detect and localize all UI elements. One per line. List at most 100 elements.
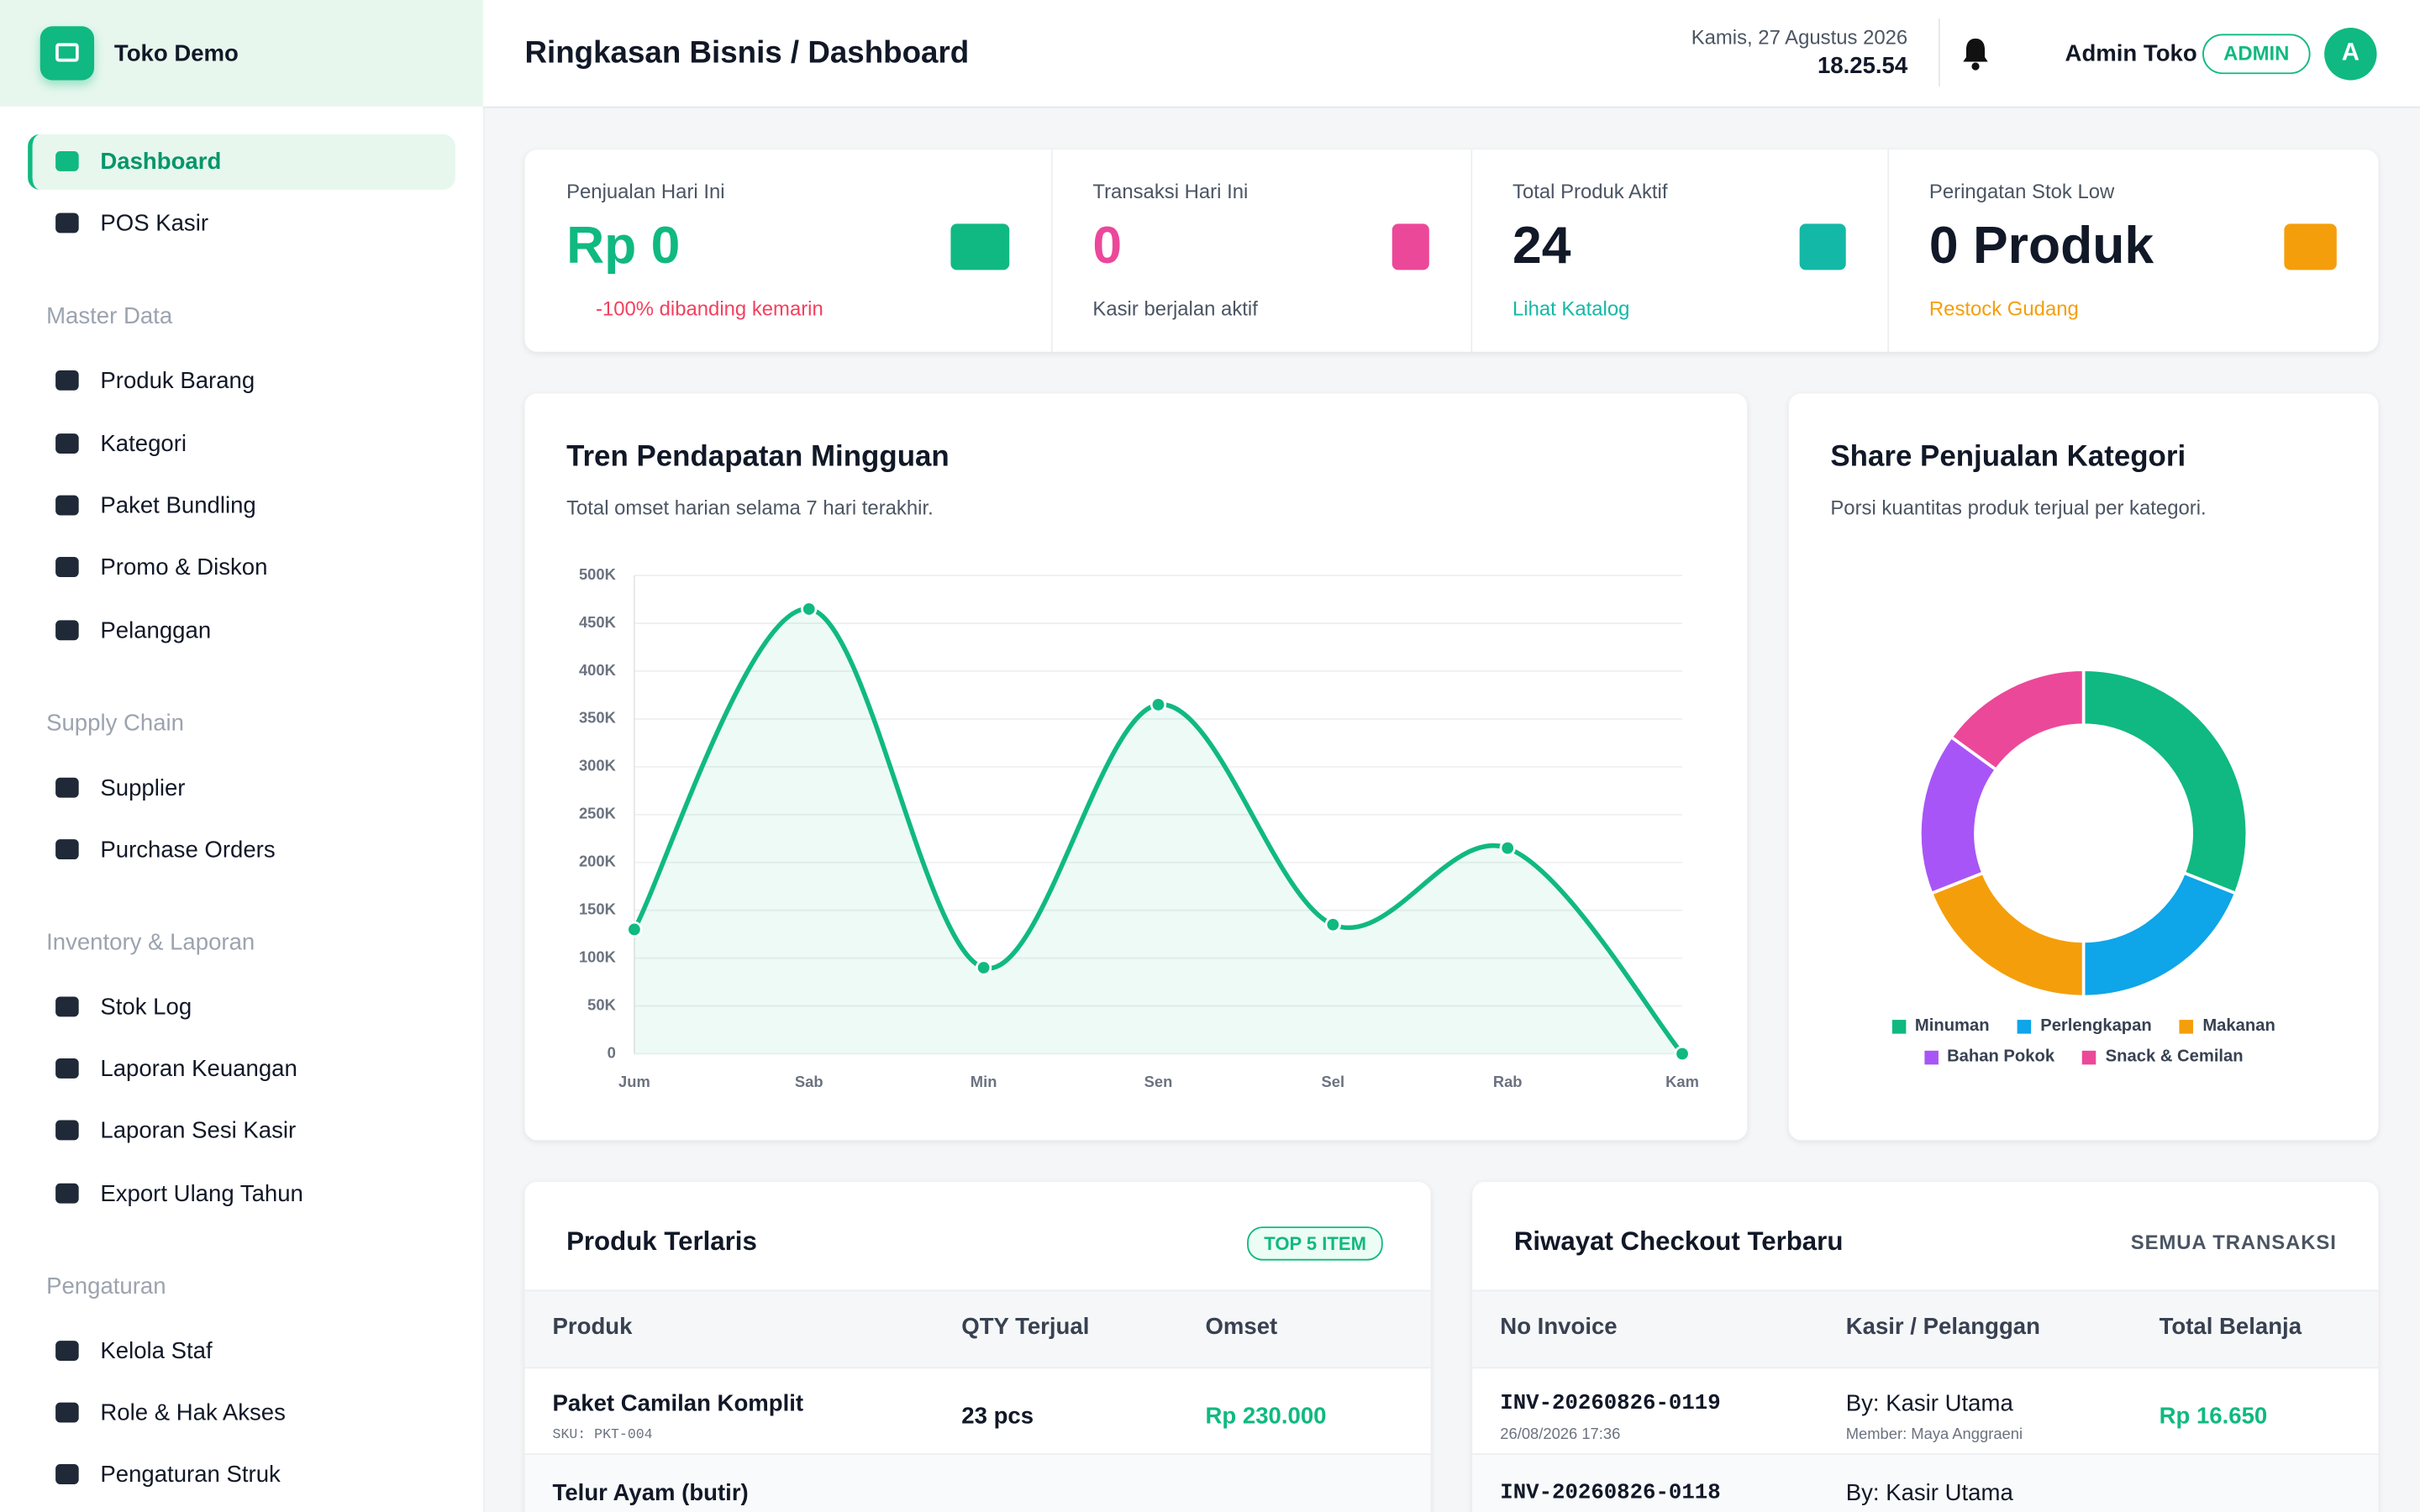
stat-divider: [1470, 150, 1473, 352]
nav-item[interactable]: Stok Log: [100, 994, 192, 1021]
nav-item[interactable]: POS Kasir: [100, 211, 209, 238]
top-products-card: Produk Terlaris TOP 5 ITEM Produk QTY Ter…: [524, 1181, 1431, 1512]
column-header: Total Belanja: [2159, 1313, 2302, 1341]
legend-item: Perlengkapan: [2017, 1016, 2152, 1036]
point: [1499, 840, 1516, 857]
row-divider: [1472, 1453, 2379, 1456]
stat-note: -100% dibanding kemarin: [595, 297, 823, 321]
stat-divider: [1887, 150, 1890, 352]
row-bg: [1472, 1455, 2379, 1512]
column-header: Kasir / Pelanggan: [1845, 1313, 2040, 1341]
nav-item[interactable]: Purchase Orders: [100, 837, 276, 864]
nav-item[interactable]: Kategori: [100, 430, 187, 457]
nav-icon: [55, 557, 79, 578]
nav-item[interactable]: Produk Barang: [100, 368, 255, 395]
stat-value: 0 Produk: [1928, 217, 2154, 276]
nav-section: Master Data: [46, 303, 173, 330]
nav-icon: [55, 1058, 79, 1079]
nav-section: Pengaturan: [46, 1273, 166, 1299]
stat-label: Transaksi Hari Ini: [1092, 179, 1249, 203]
user-name: Admin Toko: [2065, 40, 2197, 67]
nav-item[interactable]: Pengaturan Struk: [100, 1462, 281, 1489]
nav-icon: [55, 1402, 79, 1423]
cell: Paket Camilan Komplit: [552, 1390, 804, 1418]
nav-icon: [55, 213, 79, 234]
avatar[interactable]: A: [2324, 28, 2377, 81]
pie-slice: [2081, 668, 2249, 895]
column-header: Omset: [1205, 1313, 1278, 1341]
legend-item: Minuman: [1891, 1016, 1990, 1035]
x-tick-label: Rab: [1493, 1073, 1523, 1090]
pie-card: Share Penjualan Kategori Porsi kuantitas…: [1788, 393, 2379, 1141]
stat-icon: [1799, 223, 1846, 270]
legend: Minuman Perlengkapan Makanan Bahan Pokok Sna…: [1866, 1016, 2302, 1066]
point: [1150, 696, 1167, 713]
y-tick-label: 50K: [587, 995, 616, 1013]
line-area: [634, 608, 1683, 1054]
date: Kamis, 27 Agustus 2026: [1691, 25, 1908, 49]
stat-note[interactable]: Restock Gudang: [1928, 297, 2079, 321]
y-tick-label: 250K: [579, 805, 617, 822]
legend-item: Bahan Pokok: [1923, 1047, 2055, 1067]
card-title: Produk Terlaris: [566, 1226, 757, 1257]
chart-subtitle: Porsi kuantitas produk terjual per kateg…: [1830, 496, 2207, 520]
nav-item[interactable]: Promo & Diskon: [100, 554, 268, 581]
nav-item[interactable]: Supplier: [100, 774, 186, 801]
active-bg: [28, 134, 455, 190]
stat-label: Peringatan Stok Low: [1928, 179, 2115, 203]
cell: By: Kasir Utama: [1845, 1480, 2013, 1507]
y-tick-label: 200K: [579, 853, 617, 870]
nav-item[interactable]: Laporan Sesi Kasir: [100, 1118, 297, 1145]
nav-section: Supply Chain: [46, 709, 185, 737]
legend-swatch: [2179, 1019, 2194, 1033]
bell-icon[interactable]: [1960, 37, 1991, 71]
cell: INV-20260826-0119: [1500, 1391, 1721, 1417]
legend-swatch: [2017, 1019, 2032, 1033]
nav-icon: [55, 838, 79, 859]
nav-icon: [55, 1464, 79, 1485]
link[interactable]: SEMUA TRANSAKSI: [2130, 1230, 2337, 1254]
nav-item[interactable]: Role & Hak Akses: [100, 1399, 286, 1427]
y-tick-label: 0: [608, 1043, 616, 1061]
nav-icon: [55, 776, 79, 797]
header: [482, 0, 2420, 108]
nav-item[interactable]: Kelola Staf: [100, 1337, 213, 1365]
nav-item[interactable]: Pelanggan: [100, 617, 212, 643]
table-head: [524, 1289, 1431, 1369]
time: 18.25.54: [1817, 53, 1908, 80]
legend-label: Bahan Pokok: [1947, 1047, 2055, 1067]
column-header: Produk: [552, 1313, 633, 1341]
legend-swatch: [1923, 1049, 1939, 1064]
y-tick-label: 100K: [579, 948, 617, 965]
stat-value: Rp 0: [566, 217, 681, 276]
chart-title: Share Penjualan Kategori: [1830, 441, 2186, 474]
legend-label: Perlengkapan: [2040, 1016, 2152, 1036]
cell: Member: Maya Anggraeni: [1845, 1426, 2023, 1444]
cell: Telur Ayam (butir): [552, 1480, 749, 1507]
stat-note[interactable]: Lihat Katalog: [1512, 297, 1630, 321]
x-tick-label: Jum: [618, 1073, 650, 1090]
column-header: No Invoice: [1500, 1313, 1618, 1341]
nav-item[interactable]: Export Ulang Tahun: [100, 1180, 303, 1207]
y-tick-label: 150K: [579, 900, 617, 918]
point: [1674, 1045, 1691, 1063]
legend-swatch: [1891, 1019, 1906, 1033]
point: [1324, 916, 1341, 933]
nav-item[interactable]: Dashboard: [100, 149, 222, 176]
legend-swatch: [2082, 1049, 2096, 1064]
cell: By: Kasir Utama: [1845, 1390, 2013, 1418]
legend-label: Makanan: [2202, 1016, 2275, 1036]
nav-item[interactable]: Laporan Keuangan: [100, 1056, 297, 1083]
checkout-card: Riwayat Checkout Terbaru SEMUA TRANSAKSI…: [1472, 1181, 2379, 1512]
point: [801, 601, 818, 617]
nav-icon: [55, 151, 79, 171]
nav-item[interactable]: Paket Bundling: [100, 492, 256, 519]
pie-slice: [1929, 870, 2086, 999]
nav-icon: [55, 370, 79, 391]
row-bg: [524, 1455, 1431, 1512]
row-divider: [524, 1453, 1431, 1456]
nav-icon: [55, 996, 79, 1017]
chart-title: Tren Pendapatan Mingguan: [566, 441, 950, 474]
legend-label: Snack & Cemilan: [2105, 1047, 2244, 1067]
